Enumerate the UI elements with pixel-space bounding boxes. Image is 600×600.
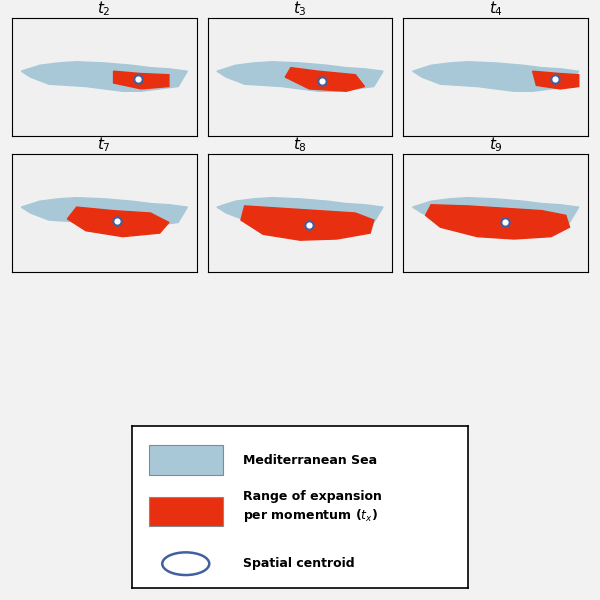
Title: $t_{4}$: $t_{4}$ (488, 0, 503, 18)
Polygon shape (413, 62, 579, 91)
Polygon shape (413, 197, 579, 227)
Polygon shape (67, 207, 169, 236)
Polygon shape (217, 197, 383, 227)
Polygon shape (241, 206, 374, 240)
Polygon shape (217, 62, 383, 91)
Bar (149, 445, 223, 475)
Polygon shape (533, 71, 579, 89)
Title: $t_{9}$: $t_{9}$ (489, 135, 503, 154)
Title: $t_{8}$: $t_{8}$ (293, 135, 307, 154)
Circle shape (162, 553, 209, 575)
Polygon shape (425, 205, 569, 239)
Title: $t_{2}$: $t_{2}$ (97, 0, 111, 18)
Text: Range of expansion
per momentum ($t_x$): Range of expansion per momentum ($t_x$) (243, 490, 382, 524)
Title: $t_{7}$: $t_{7}$ (97, 135, 111, 154)
Polygon shape (21, 197, 187, 227)
Polygon shape (285, 68, 365, 91)
Polygon shape (21, 62, 187, 91)
Polygon shape (113, 71, 169, 89)
Bar (149, 497, 223, 526)
Text: Mediterranean Sea: Mediterranean Sea (243, 454, 377, 467)
Text: Spatial centroid: Spatial centroid (243, 557, 355, 570)
Title: $t_{3}$: $t_{3}$ (293, 0, 307, 18)
